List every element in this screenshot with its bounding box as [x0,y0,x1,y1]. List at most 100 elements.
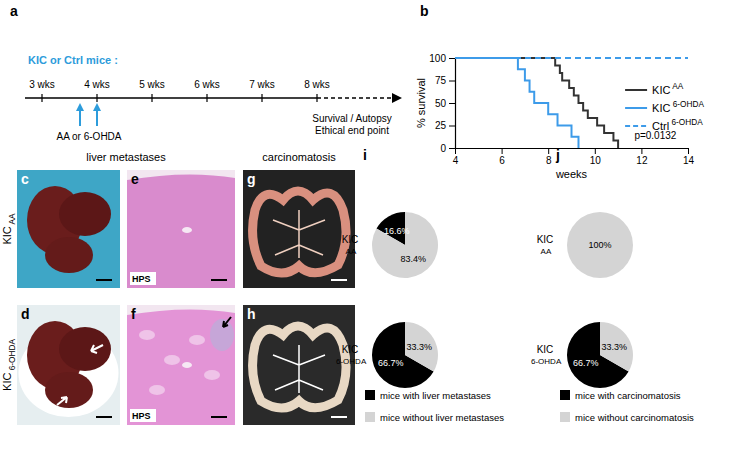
tick-label: 50 [435,98,447,109]
photo-background [17,305,120,425]
tick: 25 [435,120,455,131]
organ [45,372,93,408]
endpoint-label: Survival / Autopsy [312,113,391,124]
survival-lines [455,58,688,148]
pie-slice [567,212,633,278]
timeline-tick [206,94,207,102]
endpoint-label: Ethical end point [315,125,389,136]
lesion [189,335,205,345]
tick: 0 [440,143,455,154]
tick-label: 14 [683,155,695,166]
legend-label: KIC AA [652,82,684,96]
tick: 6 [499,148,505,166]
tick-mark [641,148,642,154]
pie-chart: 100%KIC AA66.7%33.3%KIC 6-OHDAmice with … [529,212,694,423]
pie-title: KIC AA [537,234,554,256]
mesentery [273,210,325,258]
legend-swatch [365,412,375,422]
row-label: KIC AA [1,213,17,245]
axis-line [455,59,456,149]
panel-letter: h [247,306,256,322]
survival-curve [455,58,578,148]
tissue-edge [127,305,235,315]
timeline-arrowhead [392,93,402,103]
legend-swatch [560,390,570,400]
intestine [253,191,346,273]
pie-title: KIC 6-OHDA [334,344,367,366]
tick-label: 0 [440,143,446,154]
tick-label: 12 [636,155,648,166]
scale-bar [211,279,227,281]
tick-mark [449,126,455,127]
y-axis: 0255075100 [429,53,455,154]
panel-letter: b [420,3,429,19]
stain-label: HPS [132,411,151,421]
photo: HPS [127,170,235,288]
legend-label: KIC 6-OHDA [652,100,704,114]
mesentery [273,345,325,393]
organ [59,192,111,236]
legend-label: mice with liver metastases [380,390,491,401]
vessel [182,362,192,368]
tick-label: 10 [590,155,602,166]
stain-label-bg [130,409,156,422]
pie: 16.6%83.4% [372,212,438,278]
legend: mice with liver metastases mice without l… [365,390,504,423]
tick: 75 [435,75,455,86]
lesion [204,370,220,380]
p-value: p=0.0132 [634,130,676,141]
timeline-tick-label: 4 wks [84,79,110,90]
pie-slice [372,212,438,278]
lesion [164,355,180,365]
timeline-tick [41,94,42,102]
data-label: 33.3% [602,342,628,352]
tick-label: 25 [435,120,447,131]
data-label: 16.6% [384,226,410,236]
timeline-tick [96,94,97,102]
pie-chart: 16.6%83.4% KIC AA 66.7%33.3%KIC 6-OHDA mice… [334,212,505,423]
data-label: 33.3% [407,342,433,352]
vessel [182,227,192,233]
stain-label: HPS [132,274,151,284]
tick-label: 75 [435,75,447,86]
treatment-arrowhead [76,103,84,111]
tick: 8 [546,148,552,166]
tick: 10 [590,148,602,166]
data-label: 66.7% [573,358,599,368]
intestine [253,326,346,408]
timeline-dashed [317,97,392,99]
panel-letter: j [555,147,560,163]
panel-letter: a [10,3,18,19]
legend-swatch [365,390,375,400]
tick-mark [595,148,596,154]
panel-letter: e [131,171,139,187]
timeline: KIC or Ctrl mice :3 wks4 wks5 wks6 wks7 … [25,54,402,142]
row-label: KIC 6-OHDA [1,339,17,391]
timeline-tick-label: 7 wks [249,79,275,90]
pie: 66.7%33.3% [372,322,438,388]
lesion [149,385,165,395]
photo-background [127,305,235,425]
timeline-title: KIC or Ctrl mice : [28,54,118,66]
tick-label: 8 [546,155,552,166]
tick-mark [688,148,689,154]
legend-label: mice without liver metastases [380,412,504,423]
pie-slice [600,322,633,371]
tick: 4 [453,148,459,166]
legend-swatch [625,107,647,109]
pie-slice [405,322,438,371]
tick-mark [455,148,456,154]
photo [243,170,355,288]
tissue-edge [127,170,235,180]
figure: KIC or Ctrl mice :3 wks4 wks5 wks6 wks7 … [0,0,750,465]
scale-bar [96,279,112,281]
tick-label: 6 [499,155,505,166]
pointer-arrow [223,317,231,327]
scale-bar [211,416,227,418]
pie-title: KIC AA [342,234,359,256]
x-axis-title: weeks [555,168,588,180]
legend: KIC AAKIC 6-OHDACtrl 6-OHDA [625,82,704,132]
tick-mark [449,58,455,59]
tick: 50 [435,98,455,109]
y-axis-title: % survival [415,78,427,128]
